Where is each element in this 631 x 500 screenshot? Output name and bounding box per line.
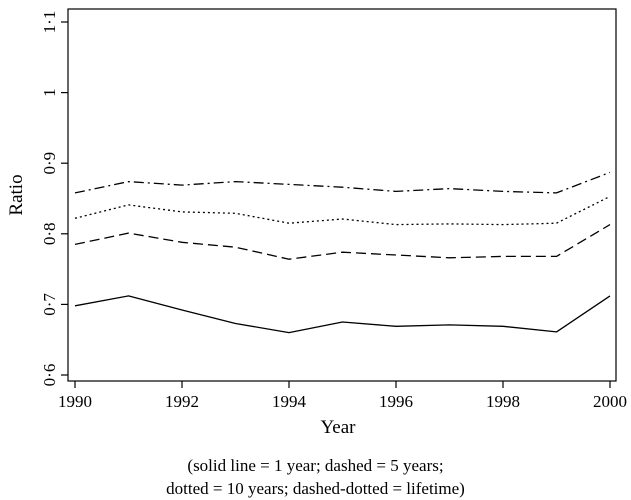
series-line-solid <box>75 296 610 333</box>
series-line-dashed-dotted <box>75 172 610 193</box>
y-tick-label: 1 <box>40 88 59 97</box>
series-layer <box>75 172 610 332</box>
y-tick-label: 1·1 <box>40 11 59 34</box>
x-tick-label: 1994 <box>272 392 307 411</box>
y-tick-label: 0·7 <box>40 293 59 316</box>
x-tick-label: 2000 <box>593 392 627 411</box>
x-axis-title: Year <box>320 417 356 438</box>
x-tick-label: 1992 <box>165 392 199 411</box>
y-tick-label: 0·8 <box>40 222 59 245</box>
y-axis-title: Ratio <box>6 174 27 215</box>
axes: 1990 1992 1994 1996 1998 2000 0·6 0·7 0·8 0·9 1 1·1 <box>40 11 627 411</box>
y-tick-label: 0·9 <box>40 152 59 175</box>
x-tick-label: 1990 <box>58 392 92 411</box>
series-line-dotted <box>75 196 610 224</box>
x-tick-label: 1996 <box>379 392 413 411</box>
y-tick-label: 0·6 <box>40 364 59 387</box>
series-line-dashed <box>75 225 610 260</box>
line-chart: 1990 1992 1994 1996 1998 2000 0·6 0·7 0·8 0·9 1 1·1… <box>0 0 631 455</box>
x-tick-label: 1998 <box>486 392 520 411</box>
plot-frame <box>68 9 616 381</box>
caption-line-1: (solid line = 1 year; dashed = 5 years; <box>0 454 631 477</box>
caption-line-2: dotted = 10 years; dashed-dotted = lifet… <box>0 477 631 500</box>
